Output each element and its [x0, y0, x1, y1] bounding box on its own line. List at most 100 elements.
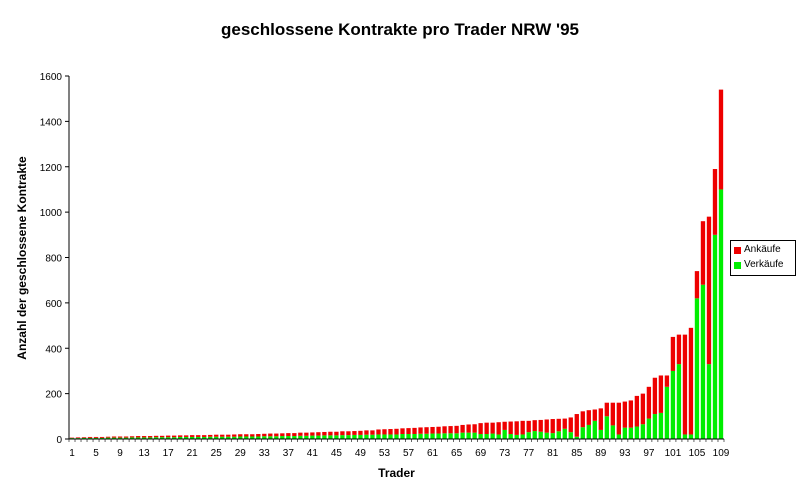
bar-verkaeufe	[159, 437, 165, 439]
bar-verkaeufe	[670, 370, 676, 439]
bar-ankaeufe	[472, 424, 477, 433]
bar-ankaeufe	[310, 432, 315, 436]
bar-verkaeufe	[574, 436, 579, 439]
bar-ankaeufe	[159, 435, 165, 438]
bar-ankaeufe	[165, 435, 171, 438]
bar-ankaeufe	[628, 400, 634, 428]
bar-verkaeufe	[520, 434, 525, 439]
legend-label-ankaeufe: Ankäufe	[744, 244, 781, 255]
bar-verkaeufe	[688, 434, 694, 439]
bar-verkaeufe	[93, 437, 99, 439]
bar-ankaeufe	[556, 418, 561, 432]
bar-verkaeufe	[382, 434, 387, 439]
bar-verkaeufe	[184, 436, 189, 439]
legend-item-verkaeufe: Verkäufe	[734, 259, 783, 271]
bar-ankaeufe	[328, 431, 333, 436]
bar-verkaeufe	[274, 436, 279, 439]
bar-ankaeufe	[135, 436, 141, 438]
bar-ankaeufe	[370, 430, 375, 435]
bar-verkaeufe	[478, 434, 483, 439]
bar-ankaeufe	[502, 421, 507, 430]
bar-verkaeufe	[658, 412, 664, 439]
bar-verkaeufe	[628, 427, 634, 439]
bar-ankaeufe	[316, 432, 321, 436]
bar-verkaeufe	[544, 432, 549, 439]
bar-verkaeufe	[165, 437, 171, 439]
x-tick-label: 57	[403, 448, 415, 459]
bar-ankaeufe	[268, 433, 273, 437]
bar-ankaeufe	[99, 436, 105, 438]
bar-ankaeufe	[105, 436, 111, 438]
bar-ankaeufe	[424, 427, 429, 434]
bar-verkaeufe	[388, 434, 393, 439]
bar-ankaeufe	[340, 431, 345, 436]
bar-ankaeufe	[652, 377, 658, 415]
bar-ankaeufe	[226, 434, 231, 437]
bar-verkaeufe	[147, 437, 153, 439]
bar-ankaeufe	[406, 428, 411, 435]
bar-ankaeufe	[129, 436, 135, 438]
bar-verkaeufe	[171, 437, 177, 439]
bar-verkaeufe	[262, 436, 267, 439]
bar-verkaeufe	[514, 434, 519, 439]
bar-ankaeufe	[538, 419, 543, 432]
bar-ankaeufe	[484, 422, 489, 435]
bar-verkaeufe	[610, 425, 615, 439]
bar-verkaeufe	[442, 433, 447, 439]
bar-verkaeufe	[712, 234, 718, 439]
bar-ankaeufe	[442, 426, 447, 434]
bar-ankaeufe	[358, 430, 363, 435]
bar-ankaeufe	[586, 410, 591, 425]
bar-ankaeufe	[712, 169, 718, 235]
bar-verkaeufe	[99, 437, 105, 439]
bar-ankaeufe	[220, 434, 225, 437]
bar-verkaeufe	[364, 434, 369, 439]
y-tick-label: 1400	[40, 117, 63, 128]
bar-verkaeufe	[141, 437, 147, 439]
bar-ankaeufe	[75, 437, 81, 439]
x-tick-label: 41	[307, 448, 319, 459]
bar-verkaeufe	[640, 424, 646, 439]
bar-verkaeufe	[430, 433, 435, 439]
x-tick-label: 1	[69, 448, 75, 459]
bar-ankaeufe	[364, 430, 369, 435]
y-tick-label: 200	[45, 390, 62, 401]
x-tick-label: 65	[451, 448, 463, 459]
bar-ankaeufe	[171, 435, 177, 438]
bar-ankaeufe	[466, 424, 471, 433]
bar-ankaeufe	[346, 431, 351, 436]
bar-ankaeufe	[400, 428, 405, 435]
bar-ankaeufe	[436, 426, 441, 434]
bar-verkaeufe	[616, 434, 622, 439]
bar-ankaeufe	[111, 436, 117, 438]
bar-ankaeufe	[430, 426, 435, 434]
bar-verkaeufe	[418, 433, 423, 439]
bar-ankaeufe	[196, 435, 201, 437]
y-tick-label: 1200	[40, 163, 63, 174]
bar-verkaeufe	[424, 433, 429, 439]
bar-verkaeufe	[706, 364, 712, 439]
bar-verkaeufe	[664, 386, 670, 439]
bar-ankaeufe	[634, 395, 640, 427]
bar-ankaeufe	[298, 432, 303, 436]
bar-verkaeufe	[682, 434, 688, 439]
bar-ankaeufe	[262, 433, 267, 437]
bar-ankaeufe	[412, 427, 417, 435]
x-tick-label: 13	[139, 448, 151, 459]
legend-label-verkaeufe: Verkäufe	[744, 259, 784, 270]
x-tick-label: 45	[331, 448, 343, 459]
bar-verkaeufe	[580, 427, 585, 439]
x-tick-label: 25	[211, 448, 223, 459]
bar-verkaeufe	[622, 427, 628, 439]
y-tick-label: 1000	[40, 208, 63, 219]
bar-verkaeufe	[352, 434, 357, 439]
bar-verkaeufe	[604, 416, 609, 439]
bar-ankaeufe	[448, 426, 453, 434]
bar-ankaeufe	[214, 434, 219, 437]
x-tick-label: 61	[427, 448, 439, 459]
bar-ankaeufe	[334, 431, 339, 436]
bar-ankaeufe	[141, 436, 147, 438]
x-tick-label: 97	[643, 448, 655, 459]
y-tick-label: 0	[56, 435, 62, 446]
